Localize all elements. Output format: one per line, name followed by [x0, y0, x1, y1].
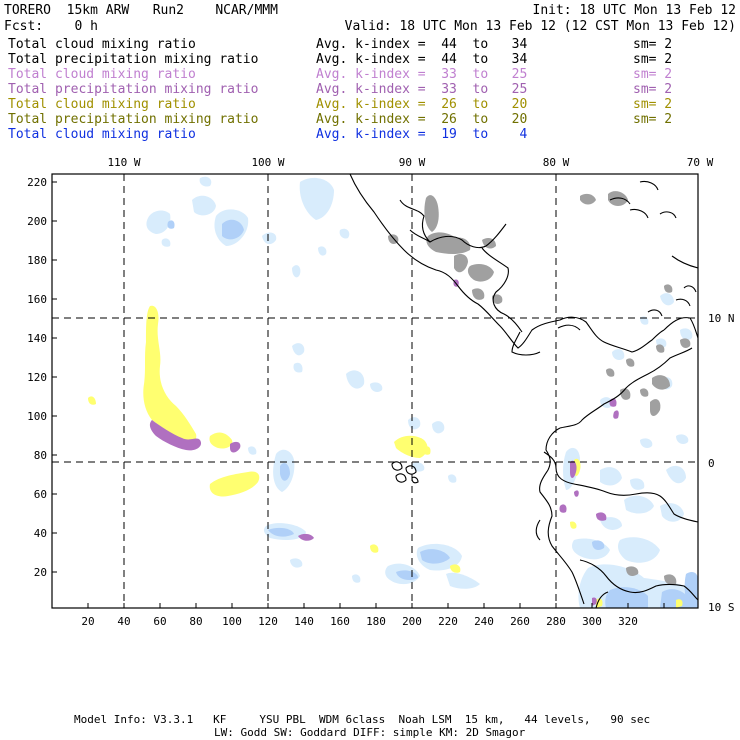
header-fcst: Fcst: 0 h: [4, 19, 98, 34]
x-tick-label: 300: [582, 615, 602, 628]
lon-label: 70 W: [687, 156, 714, 169]
x-tick-label: 280: [546, 615, 566, 628]
legend-kindex: Avg. k-index = 44 to 34: [316, 37, 528, 52]
legend-sm: sm= 2: [633, 112, 673, 127]
legend-row: Total precipitation mixing ratio: [8, 112, 259, 127]
legend-row: Total cloud mixing ratio: [8, 127, 196, 142]
header-init: Init: 18 UTC Mon 13 Feb 12: [532, 3, 737, 18]
legend-sm: sm= 2: [633, 37, 673, 52]
x-tick-label: 60: [153, 615, 166, 628]
legend-kindex: Avg. k-index = 26 to 20: [316, 112, 528, 127]
lat-label: 10 S: [708, 601, 735, 614]
lat-label: 10 N: [708, 312, 735, 325]
footer-model-info: Model Info: V3.3.1 KF YSU PBL WDM 6class…: [74, 713, 651, 726]
x-tick-label: 20: [81, 615, 94, 628]
y-tick-label: 140: [27, 332, 47, 345]
x-tick-label: 180: [366, 615, 386, 628]
legend-row: Total cloud mixing ratio: [8, 67, 196, 82]
x-tick-label: 80: [189, 615, 202, 628]
coastlines: [349, 174, 698, 608]
plot-frame: [51, 173, 699, 609]
x-tick-label: 40: [117, 615, 130, 628]
legend-kindex: Avg. k-index = 26 to 20: [316, 97, 528, 112]
yellow-areas: [88, 305, 683, 608]
legend-kindex: Avg. k-index = 44 to 34: [316, 52, 528, 67]
lat-label: 0: [708, 457, 715, 470]
lon-label: 110 W: [107, 156, 140, 169]
legend-kindex: Avg. k-index = 33 to 25: [316, 67, 528, 82]
purple-areas: [149, 279, 619, 606]
y-tick-label: 160: [27, 293, 47, 306]
legend-sm: sm= 2: [633, 97, 673, 112]
x-tick-label: 240: [474, 615, 494, 628]
x-tick-label: 220: [438, 615, 458, 628]
legend-row: Total cloud mixing ratio: [8, 97, 196, 112]
y-tick-label: 100: [27, 410, 47, 423]
legend-kindex: Avg. k-index = 33 to 25: [316, 82, 528, 97]
legend-kindex: Avg. k-index = 19 to 4: [316, 127, 528, 142]
x-tick-label: 120: [258, 615, 278, 628]
legend-row: Total precipitation mixing ratio: [8, 82, 259, 97]
y-tick-label: 120: [27, 371, 47, 384]
x-tick-label: 100: [222, 615, 242, 628]
legend-row: Total precipitation mixing ratio: [8, 52, 259, 67]
x-tick-label: 140: [294, 615, 314, 628]
y-tick-label: 180: [27, 254, 47, 267]
tick-marks: [52, 181, 665, 608]
legend-sm: sm= 2: [633, 52, 673, 67]
graticule: [52, 174, 698, 608]
lon-label: 80 W: [543, 156, 570, 169]
legend-sm: sm= 2: [633, 82, 673, 97]
legend-sm: sm= 2: [633, 67, 673, 82]
y-tick-label: 60: [34, 488, 47, 501]
y-tick-label: 200: [27, 215, 47, 228]
x-tick-label: 260: [510, 615, 530, 628]
y-tick-label: 80: [34, 449, 47, 462]
y-tick-label: 220: [27, 176, 47, 189]
x-tick-label: 160: [330, 615, 350, 628]
gray-areas: [388, 191, 691, 585]
lon-label: 90 W: [399, 156, 426, 169]
x-tick-label: 200: [402, 615, 422, 628]
y-tick-label: 40: [34, 527, 47, 540]
x-tick-label: 320: [618, 615, 638, 628]
y-tick-label: 20: [34, 566, 47, 579]
header-valid: Valid: 18 UTC Mon 13 Feb 12 (12 CST Mon …: [344, 19, 736, 34]
header-model: TORERO 15km ARW Run2 NCAR/MMM: [4, 3, 278, 18]
cloud-areas: [146, 176, 698, 608]
lon-label: 100 W: [251, 156, 284, 169]
legend-row: Total cloud mixing ratio: [8, 37, 196, 52]
footer-physics: LW: Godd SW: Goddard DIFF: simple KM: 2D…: [214, 726, 526, 739]
